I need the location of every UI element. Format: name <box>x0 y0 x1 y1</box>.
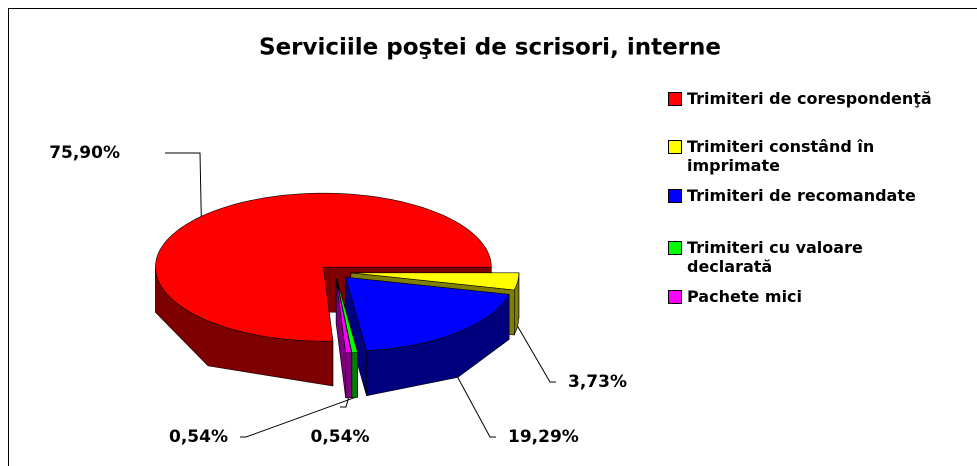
slice <box>335 278 352 354</box>
legend-item: Trimiteri de corespondenţă <box>668 89 942 108</box>
leader-line <box>457 377 496 438</box>
legend-label: Trimiteri constând în imprimate <box>687 137 875 175</box>
slice-side <box>351 352 358 399</box>
leader-line <box>240 397 355 438</box>
data-label: 3,73% <box>568 372 627 392</box>
legend-label: Trimiteri de corespondenţă <box>687 89 932 108</box>
legend-label: Trimiteri cu valoare declarată <box>687 238 863 276</box>
legend-item: Trimiteri de recomandate <box>668 186 942 205</box>
legend-swatch <box>668 241 682 255</box>
legend-swatch <box>668 140 682 154</box>
slice <box>350 272 520 291</box>
slice-side <box>345 352 352 399</box>
data-label: 0,54% <box>169 427 228 447</box>
legend-item: Trimiteri cu valoare declarată <box>668 238 942 276</box>
legend-item: Trimiteri constând în imprimate <box>668 137 942 175</box>
legend-swatch <box>668 189 682 203</box>
legend-swatch <box>668 92 682 106</box>
slice <box>336 278 358 354</box>
legend-label: Trimiteri de recomandate <box>687 186 916 205</box>
legend-swatch <box>668 290 682 304</box>
data-label: 0,54% <box>311 427 370 447</box>
leader-line <box>340 397 349 408</box>
legend-label: Pachete mici <box>687 287 803 306</box>
data-label: 75,90% <box>49 143 120 163</box>
slice <box>345 276 510 352</box>
legend-item: Pachete mici <box>668 287 942 306</box>
leader-line <box>517 326 556 383</box>
chart-title: Serviciile poştei de scrisori, interne <box>259 35 721 61</box>
leader-line <box>165 152 202 217</box>
data-label: 19,29% <box>508 427 579 447</box>
